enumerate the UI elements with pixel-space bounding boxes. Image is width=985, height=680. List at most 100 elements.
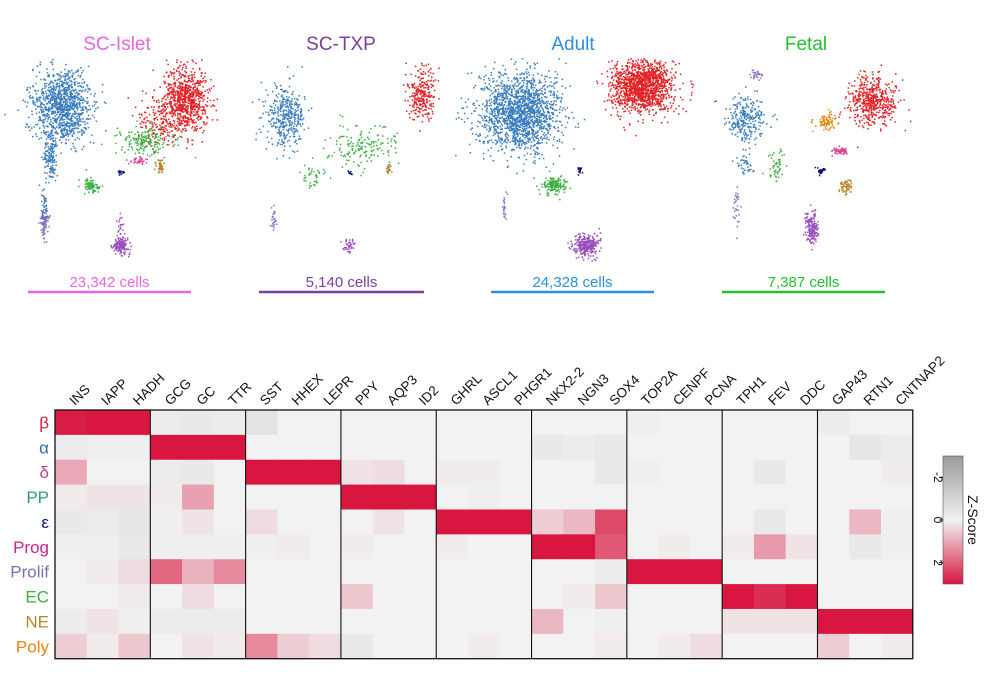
heatmap-cell [213,534,247,560]
heatmap-cell [182,484,215,510]
heatmap-cell [150,559,183,585]
heatmap-cell [849,509,882,535]
heatmap-cell [690,484,723,510]
heatmap-cell [499,633,532,660]
heatmap-cell [404,633,437,660]
heatmap-cell [563,633,596,660]
row-label: PP [26,488,49,507]
heatmap-cell [563,410,596,436]
heatmap-cell [785,633,818,660]
heatmap-cell [150,608,183,635]
panel-title: Adult [551,34,595,55]
heatmap-cell [436,434,469,461]
heatmap-cell [849,633,882,660]
gene-label: PPY [352,378,382,408]
heatmap-cell [118,633,151,660]
heatmap-cell [309,484,342,510]
gene-label: TPH1 [734,373,769,408]
gene-label: DDC [797,377,828,408]
heatmap-cell [531,509,564,535]
colorbar-tick-label: 2 [931,559,945,566]
heatmap-cell [213,584,247,610]
heatmap-cell [340,410,374,436]
heatmap-cell [499,410,532,436]
heatmap-cell [563,434,596,461]
heatmap-cell [658,459,691,486]
heatmap-cell [595,434,628,461]
heatmap-cell [881,509,914,535]
gene-label: HHEX [289,371,326,408]
colorbar-tick-label: -2 [931,472,945,483]
heatmap-cell [436,633,469,660]
heatmap-cell [690,633,723,660]
heatmap-cell [86,633,119,660]
heatmap-cell [118,509,151,535]
cell-count-label: 7,387 cells [768,274,840,291]
umap-points [455,58,695,262]
gene-label: ASCL1 [479,367,520,408]
heatmap-cell [436,608,469,635]
heatmap-cell [531,484,564,510]
heatmap-cell [595,410,628,436]
heatmap-cell [881,559,914,585]
gene-label: TTR [225,379,254,408]
gene-label: FEV [765,379,794,408]
heatmap-cell [118,434,151,461]
gene-label: GHRL [448,371,485,408]
heatmap-cell [499,484,532,510]
heatmap-cell [404,534,437,560]
heatmap-cell [86,584,119,610]
heatmap-cell [309,584,342,610]
heatmap-cell [372,509,405,535]
heatmap-cell [722,584,755,610]
heatmap-cell [404,608,437,635]
heatmap-cell [277,534,310,560]
heatmap-cell [563,559,596,585]
heatmap-cell [658,559,691,585]
heatmap-cell [150,509,183,535]
heatmap-cell [881,434,914,461]
heatmap-cell [658,608,691,635]
heatmap-cell [213,633,247,660]
heatmap-cell [213,434,247,461]
heatmap-cells [55,410,914,660]
gene-label: ID2 [416,383,441,408]
heatmap-cell [690,410,723,436]
heatmap-cell [468,509,501,535]
heatmap-cell [817,559,850,585]
heatmap-cell [658,584,691,610]
heatmap-cell [849,559,882,585]
heatmap-cell [86,410,119,436]
heatmap-cell [531,608,564,635]
heatmap-cell [626,484,660,510]
heatmap-cell [817,633,850,660]
heatmap-cell [404,459,437,486]
heatmap-cell [245,633,278,660]
heatmap-cell [55,434,88,461]
heatmap-cell [277,633,310,660]
heatmap-cell [817,509,850,535]
heatmap-cell [626,509,660,535]
panel-title: SC-Islet [83,34,151,55]
heatmap-cell [309,459,342,486]
heatmap-cell [245,459,278,486]
gene-label: CNTNAP2 [892,353,947,408]
heatmap-cell [468,584,501,610]
heatmap-cell [817,459,850,486]
heatmap-cell [595,584,628,610]
heatmap-cell [499,559,532,585]
heatmap-cell [86,484,119,510]
heatmap-cell [753,559,787,585]
heatmap-cell [563,608,596,635]
umap-panel-2: Adult 24,328 cells [455,34,695,294]
heatmap-cell [245,434,278,461]
heatmap-cell [658,534,691,560]
heatmap-cell [849,459,882,486]
row-label: α [39,438,49,457]
heatmap-cell [753,484,787,510]
heatmap-cell [531,584,564,610]
heatmap-cell [753,509,787,535]
heatmap-cell [722,410,755,436]
heatmap-cell [531,559,564,585]
